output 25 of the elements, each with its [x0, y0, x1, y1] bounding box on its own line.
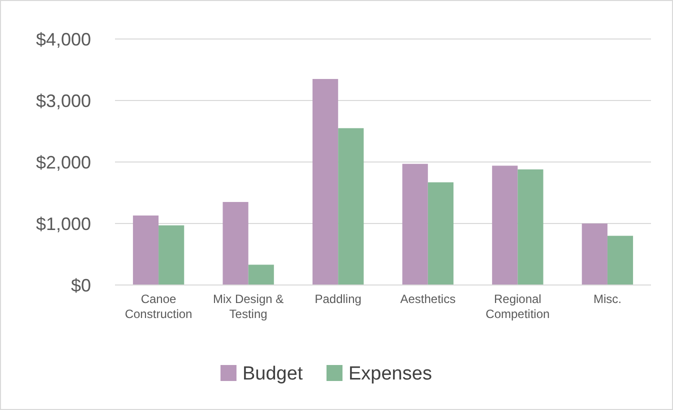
bar [428, 182, 454, 285]
x-tick-label: Canoe Construction [124, 292, 192, 321]
x-tick-label: Misc. [593, 292, 622, 306]
x-tick-label: Paddling [314, 292, 362, 306]
y-tick-label: $4,000 [36, 29, 91, 50]
y-tick-label: $2,000 [36, 152, 91, 172]
legend-label: Expenses [348, 364, 432, 385]
bar [582, 224, 608, 285]
legend-label: Budget [242, 364, 304, 385]
bar [312, 78, 338, 285]
bar [222, 202, 248, 285]
bar [338, 128, 364, 285]
y-tick-label: $0 [70, 275, 91, 296]
x-tick-label: Regional Competition [486, 292, 550, 321]
y-tick-label: $3,000 [36, 90, 91, 111]
bar [132, 216, 159, 285]
bar [518, 169, 544, 285]
bar [248, 264, 274, 285]
x-tick-label: Mix Design & Testing [212, 292, 284, 321]
bar [402, 164, 428, 285]
x-tick-label: Aesthetics [400, 292, 456, 306]
bar [607, 236, 634, 285]
y-tick-label: $1,000 [36, 214, 91, 234]
bar [492, 166, 518, 285]
bar [158, 225, 184, 285]
